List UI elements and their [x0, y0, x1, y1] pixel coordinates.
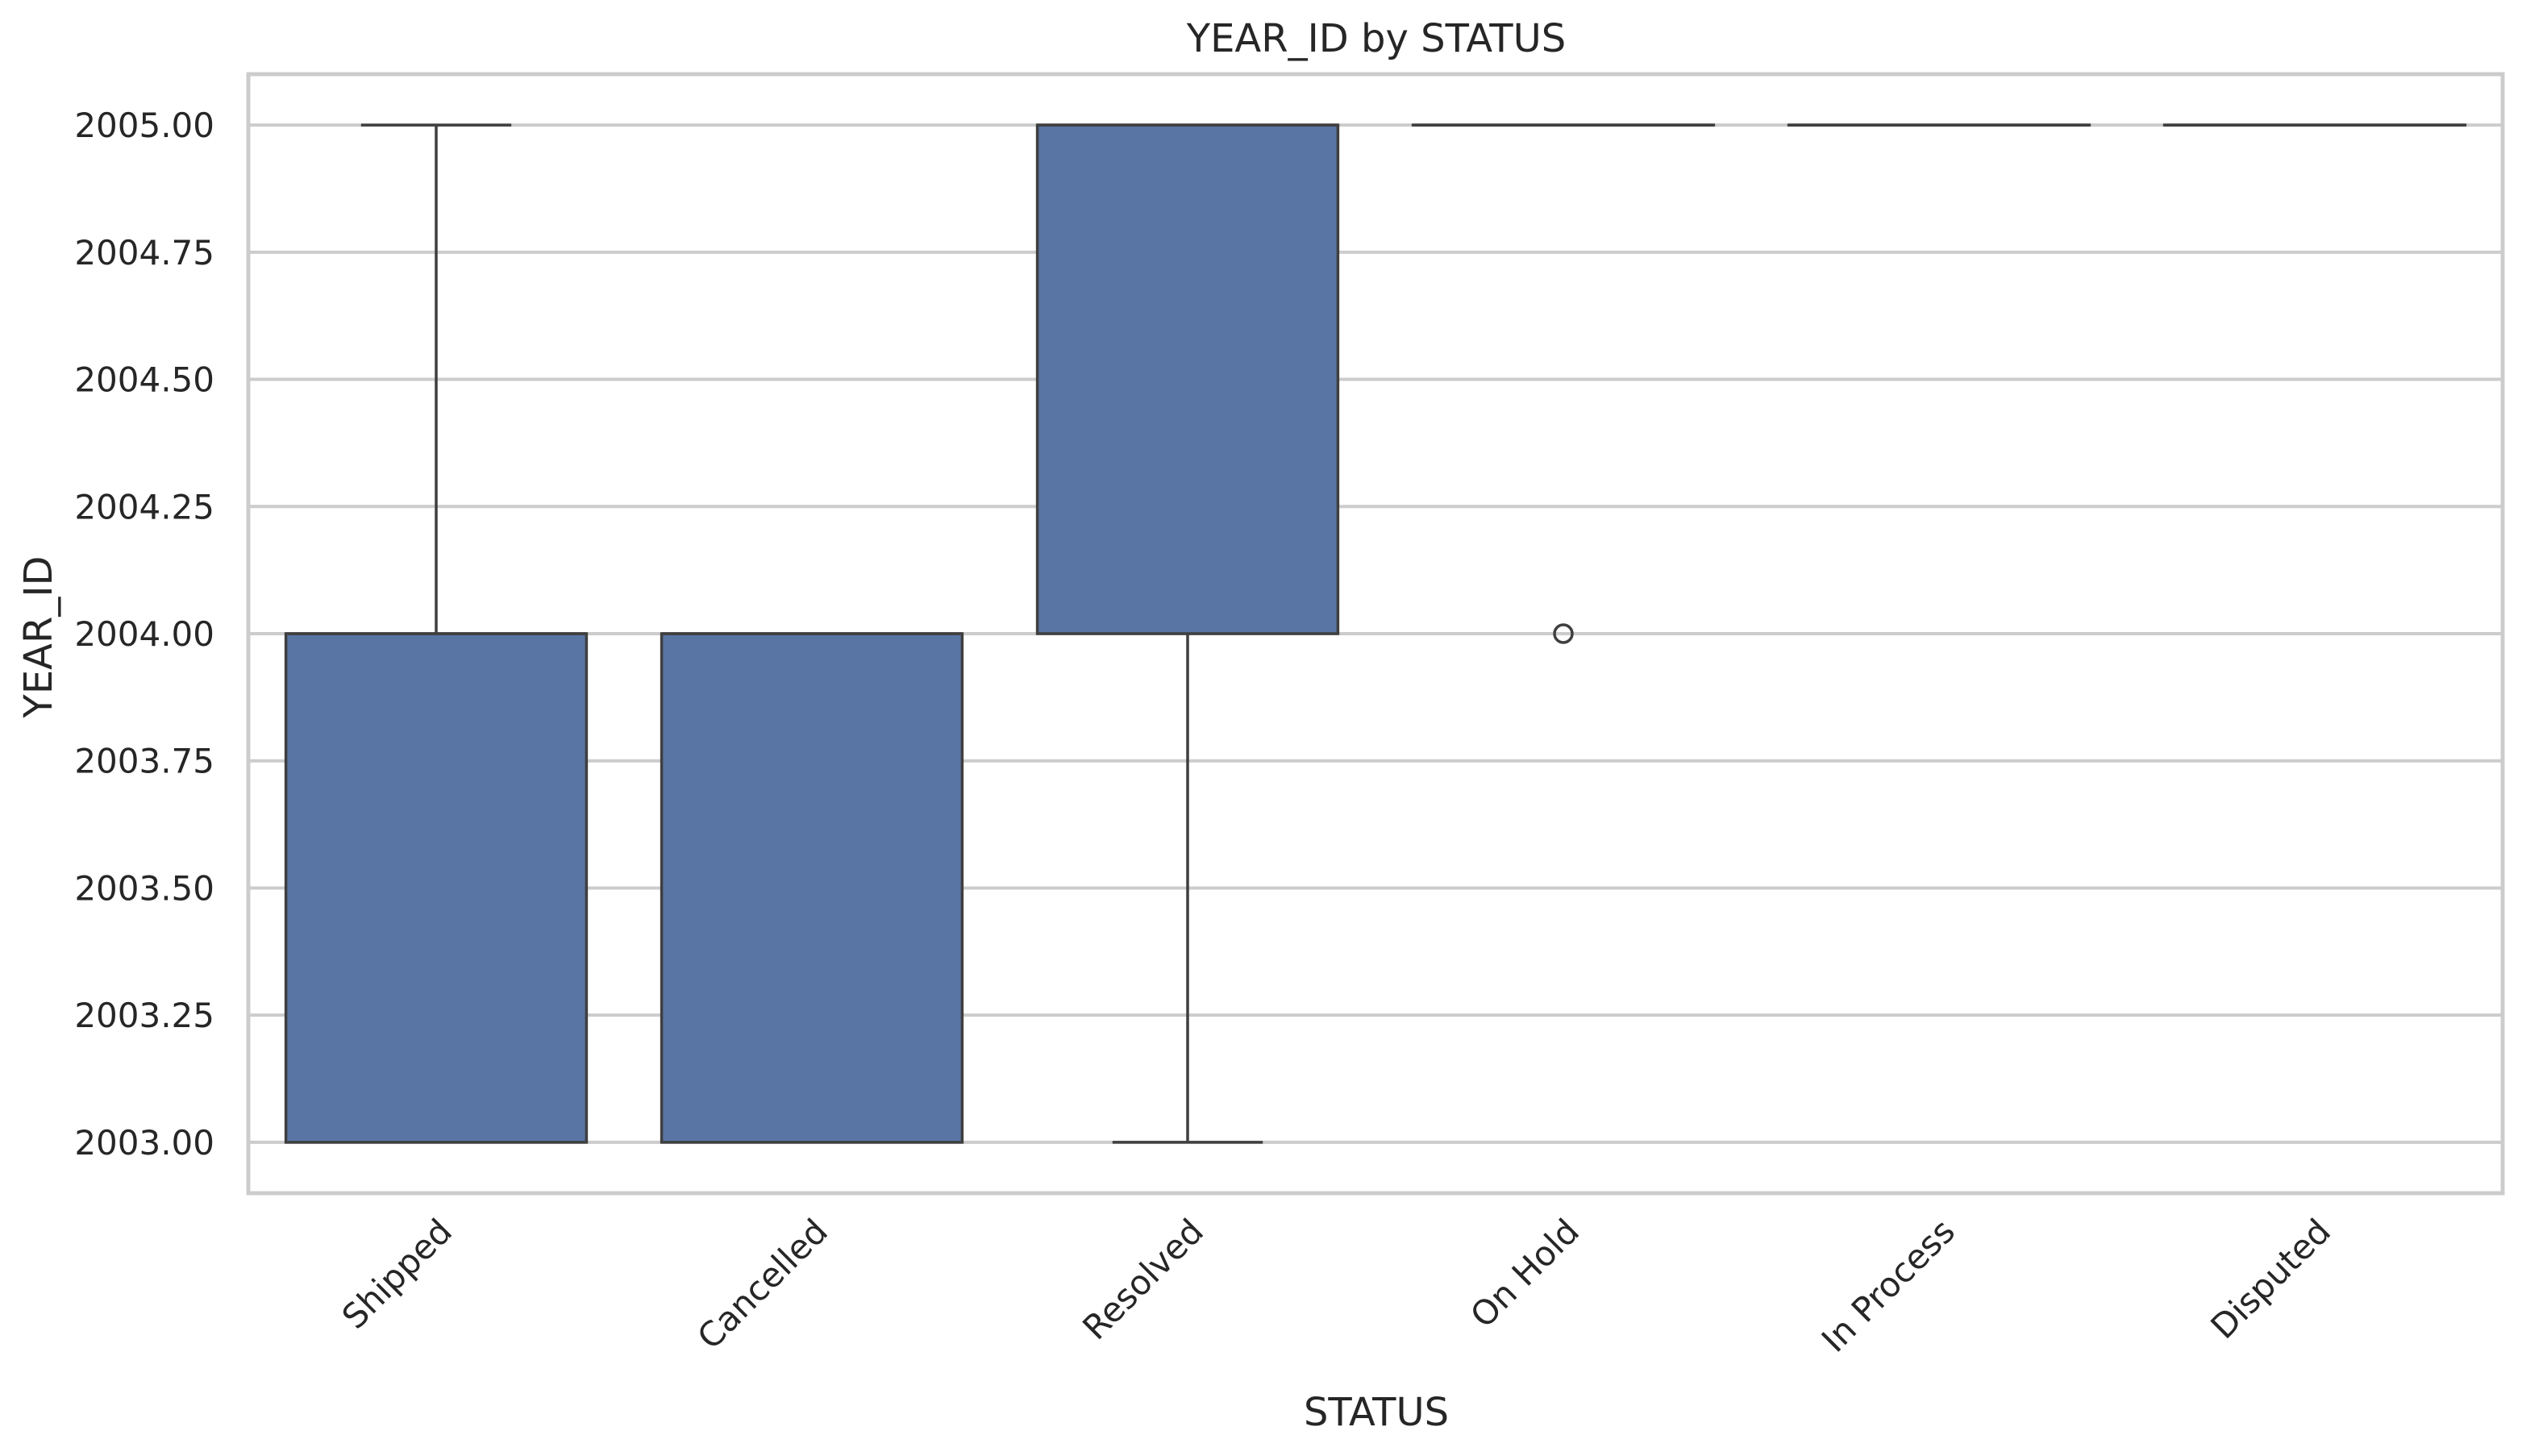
- box-on-hold: [1411, 123, 1716, 644]
- y-tick-label-5: 2004.25: [74, 487, 214, 526]
- box-body: [660, 632, 964, 1144]
- y-tick-label-6: 2004.50: [74, 360, 214, 400]
- chart-title: YEAR_ID by STATUS: [1186, 16, 1566, 61]
- y-axis-label: YEAR_ID: [16, 556, 61, 719]
- outlier-point-0: [1553, 623, 1574, 644]
- box-group: [284, 123, 2467, 1144]
- box-resolved: [1035, 123, 1340, 1144]
- y-tick-label-0: 2003.00: [74, 1123, 214, 1163]
- box-cancelled: [660, 632, 964, 1144]
- y-tick-labels: 2003.00 2003.25 2003.50 2003.75 2004.00 2004.…: [74, 106, 214, 1163]
- y-tick-label-4: 2004.00: [74, 614, 214, 654]
- y-tick-label-3: 2003.75: [74, 742, 214, 781]
- gridlines: [248, 123, 2503, 1144]
- y-tick-label-1: 2003.25: [74, 996, 214, 1035]
- box-body: [1035, 123, 1340, 635]
- box-body: [284, 632, 589, 1144]
- plot-frame: [246, 72, 2505, 1196]
- box-shipped: [284, 123, 589, 1144]
- y-tick-label-8: 2005.00: [74, 106, 214, 145]
- y-tick-label-7: 2004.75: [74, 233, 214, 272]
- x-axis-label: STATUS: [1304, 1390, 1449, 1435]
- y-tick-label-2: 2003.50: [74, 868, 214, 908]
